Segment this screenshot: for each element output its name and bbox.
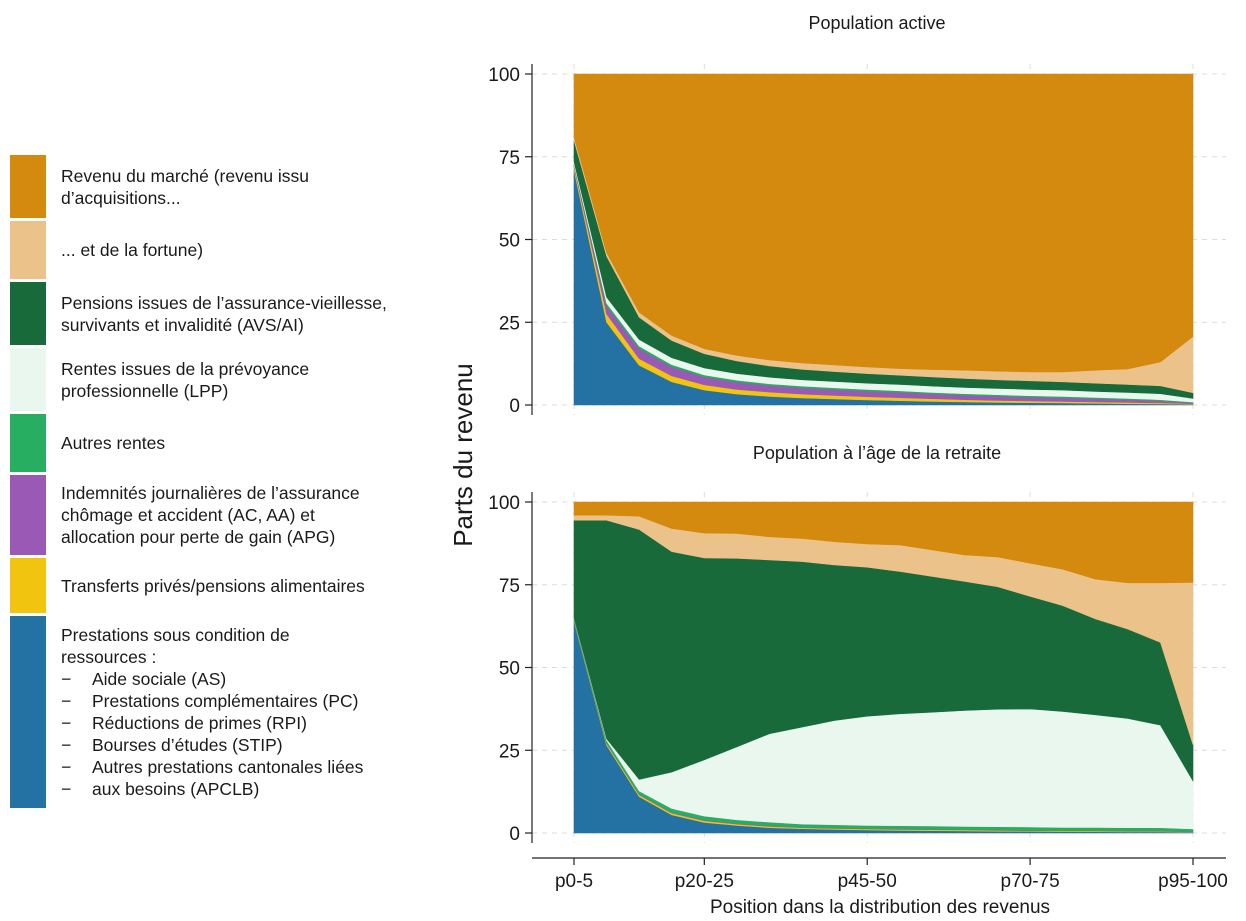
legend-label: Prestations sous condition de ressources … bbox=[61, 616, 442, 800]
legend-label-line: Transferts privés/pensions alimentaires bbox=[61, 575, 365, 596]
legend-swatch bbox=[10, 414, 46, 472]
legend-item: Rentes issues de la prévoyance profession… bbox=[10, 348, 442, 414]
legend: Revenu du marché (revenu issu d’acquisiti… bbox=[10, 155, 442, 811]
y-tick-label: 50 bbox=[499, 659, 520, 680]
legend-item: Indemnités journalières de l’assurance ch… bbox=[10, 475, 442, 558]
legend-sub-item: Prestations complémentaires (PC) bbox=[61, 690, 442, 712]
y-tick-label: 75 bbox=[499, 576, 520, 597]
legend-label-line: Indemnités journalières de l’assurance bbox=[61, 483, 360, 503]
x-tick-label: p0-5 bbox=[555, 871, 593, 892]
y-tick-label: 25 bbox=[499, 741, 520, 762]
y-tick-label: 100 bbox=[488, 493, 520, 514]
y-tick-label: 0 bbox=[509, 396, 520, 417]
y-axis-label: Parts du revenu bbox=[448, 363, 478, 547]
legend-label: Transferts privés/pensions alimentaires bbox=[61, 558, 442, 597]
legend-swatch bbox=[10, 475, 46, 555]
x-tick-label: p70-75 bbox=[1001, 871, 1060, 892]
legend-label-line: d’acquisitions... bbox=[61, 187, 181, 208]
legend-swatch bbox=[10, 558, 46, 613]
x-tick-label: p20-25 bbox=[675, 871, 734, 892]
legend-label-line: ressources : bbox=[61, 647, 157, 667]
legend-label-line: Autres rentes bbox=[61, 433, 166, 453]
legend-label-line: Rentes issues de la prévoyance bbox=[61, 358, 310, 379]
legend-swatch bbox=[10, 221, 46, 279]
legend-label-line: allocation pour perte de gain (APG) bbox=[61, 527, 336, 547]
legend-label-line: Prestations sous condition de bbox=[61, 625, 290, 645]
y-tick-label: 75 bbox=[499, 148, 520, 169]
legend-sub-item: Autres prestations cantonales liées bbox=[61, 756, 442, 778]
legend-item: Revenu du marché (revenu issu d’acquisiti… bbox=[10, 155, 442, 221]
x-tick-label: p95-100 bbox=[1158, 871, 1228, 892]
legend-label-line: Pensions issues de l’assurance-vieilless… bbox=[61, 292, 387, 313]
y-tick-label: 100 bbox=[488, 65, 520, 86]
panel-title: Population active bbox=[808, 13, 945, 33]
area-series bbox=[573, 501, 1194, 584]
legend-label: ... et de la fortune) bbox=[61, 221, 442, 261]
legend-sub-item: aux besoins (APCLB) bbox=[61, 778, 442, 800]
legend-item: ... et de la fortune) bbox=[10, 221, 442, 282]
legend-swatch bbox=[10, 616, 46, 808]
legend-label: Revenu du marché (revenu issu d’acquisiti… bbox=[61, 155, 442, 209]
legend-label-line: professionnelle (LPP) bbox=[61, 380, 229, 401]
legend-label-line: ... et de la fortune) bbox=[61, 240, 204, 260]
legend-swatch bbox=[10, 282, 46, 345]
y-tick-label: 50 bbox=[499, 231, 520, 252]
legend-item: Pensions issues de l’assurance-vieilless… bbox=[10, 282, 442, 348]
panel-title: Population à l’âge de la retraite bbox=[753, 443, 1001, 463]
legend-sub-item: Bourses d’études (STIP) bbox=[61, 734, 442, 756]
legend-label-line: survivants et invalidité (AVS/AI) bbox=[61, 314, 304, 335]
y-tick-label: 25 bbox=[499, 313, 520, 334]
y-tick-label: 0 bbox=[509, 824, 520, 845]
x-tick-label: p45-50 bbox=[838, 871, 897, 892]
legend-label: Autres rentes bbox=[61, 414, 442, 454]
legend-label-line: Revenu du marché (revenu issu bbox=[61, 165, 310, 186]
legend-sub-item: Réductions de primes (RPI) bbox=[61, 712, 442, 734]
legend-item: Prestations sous condition de ressources … bbox=[10, 616, 442, 811]
legend-item: Autres rentes bbox=[10, 414, 442, 475]
legend-label: Pensions issues de l’assurance-vieilless… bbox=[61, 282, 442, 336]
legend-label-line: chômage et accident (AC, AA) et bbox=[61, 505, 315, 525]
legend-sub-item: Aide sociale (AS) bbox=[61, 668, 442, 690]
legend-label: Rentes issues de la prévoyance profession… bbox=[61, 348, 442, 402]
legend-label: Indemnités journalières de l’assurance ch… bbox=[61, 475, 442, 548]
legend-swatch bbox=[10, 348, 46, 411]
area-series bbox=[573, 73, 1194, 373]
legend-item: Transferts privés/pensions alimentaires bbox=[10, 558, 442, 616]
x-axis-label: Position dans la distribution des revenu… bbox=[710, 897, 1050, 918]
legend-swatch bbox=[10, 155, 46, 218]
